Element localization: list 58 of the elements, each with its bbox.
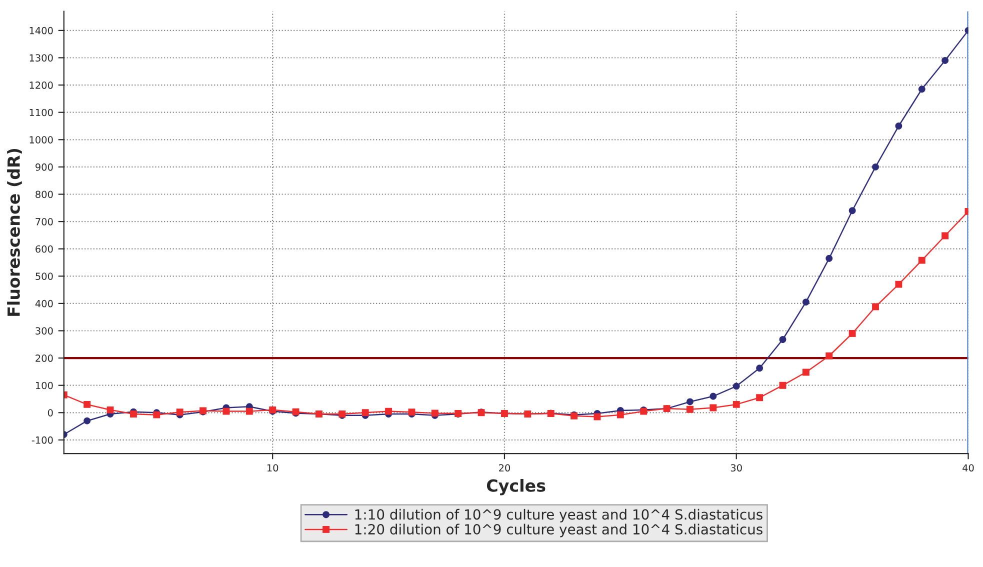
- point: [106, 406, 114, 414]
- y-tick-label: 1000: [30, 136, 53, 144]
- y-tick-label: 1400: [30, 26, 53, 34]
- y-axis-title: Fluorescence (dR): [7, 148, 22, 316]
- x-tick-label: 30: [730, 464, 742, 472]
- point: [802, 368, 810, 376]
- point: [710, 392, 717, 400]
- point: [802, 298, 810, 306]
- point: [848, 330, 856, 337]
- point: [385, 408, 392, 415]
- y-tick-label: 200: [36, 354, 53, 362]
- y-tick-label: 600: [36, 245, 53, 253]
- point: [246, 408, 253, 415]
- y-tick-label: 800: [36, 190, 53, 198]
- point: [176, 408, 184, 416]
- point: [732, 382, 740, 390]
- x-tick-label: 40: [962, 464, 974, 472]
- point: [130, 410, 137, 418]
- point: [686, 406, 694, 413]
- x-tick-label: 10: [267, 464, 278, 472]
- point: [848, 207, 856, 214]
- x-axis-title: Cycles: [486, 478, 546, 496]
- y-tick-label: 1200: [30, 82, 53, 89]
- point: [872, 303, 879, 310]
- point: [756, 394, 764, 402]
- point: [686, 398, 694, 406]
- point: [84, 417, 91, 424]
- y-tick-label: 700: [36, 218, 53, 226]
- y-tick-label: 1300: [30, 54, 53, 62]
- point: [918, 86, 926, 93]
- y-tick-label: 900: [36, 163, 53, 171]
- y-tick-label: 1100: [30, 108, 53, 116]
- point: [918, 256, 926, 264]
- point: [616, 411, 624, 418]
- point: [779, 382, 786, 389]
- point: [84, 400, 91, 408]
- point: [362, 409, 369, 416]
- y-tick-label: -100: [32, 436, 53, 444]
- point: [826, 254, 833, 262]
- point: [895, 280, 902, 288]
- point: [222, 408, 230, 415]
- point: [942, 57, 949, 64]
- point: [895, 122, 902, 130]
- y-tick-label: 500: [36, 272, 53, 280]
- y-tick-label: 400: [35, 300, 53, 308]
- point: [710, 404, 717, 412]
- point: [826, 352, 833, 360]
- point: [779, 336, 786, 343]
- legend-label: 1:10 dilution of 10^9 culture yeast and 10^4 S.diastaticus: [355, 508, 762, 522]
- y-tick-label: 0: [48, 409, 53, 416]
- x-tick-label: 20: [499, 464, 510, 472]
- point: [872, 163, 879, 170]
- y-tick-label: 300: [36, 327, 53, 335]
- point: [756, 364, 764, 372]
- point: [732, 400, 740, 408]
- y-tick-label: 100: [36, 382, 53, 390]
- point: [942, 232, 949, 240]
- legend-label: 1:20 dilution of 10^9 culture yeast and 10^4 S.diastaticus: [355, 524, 762, 538]
